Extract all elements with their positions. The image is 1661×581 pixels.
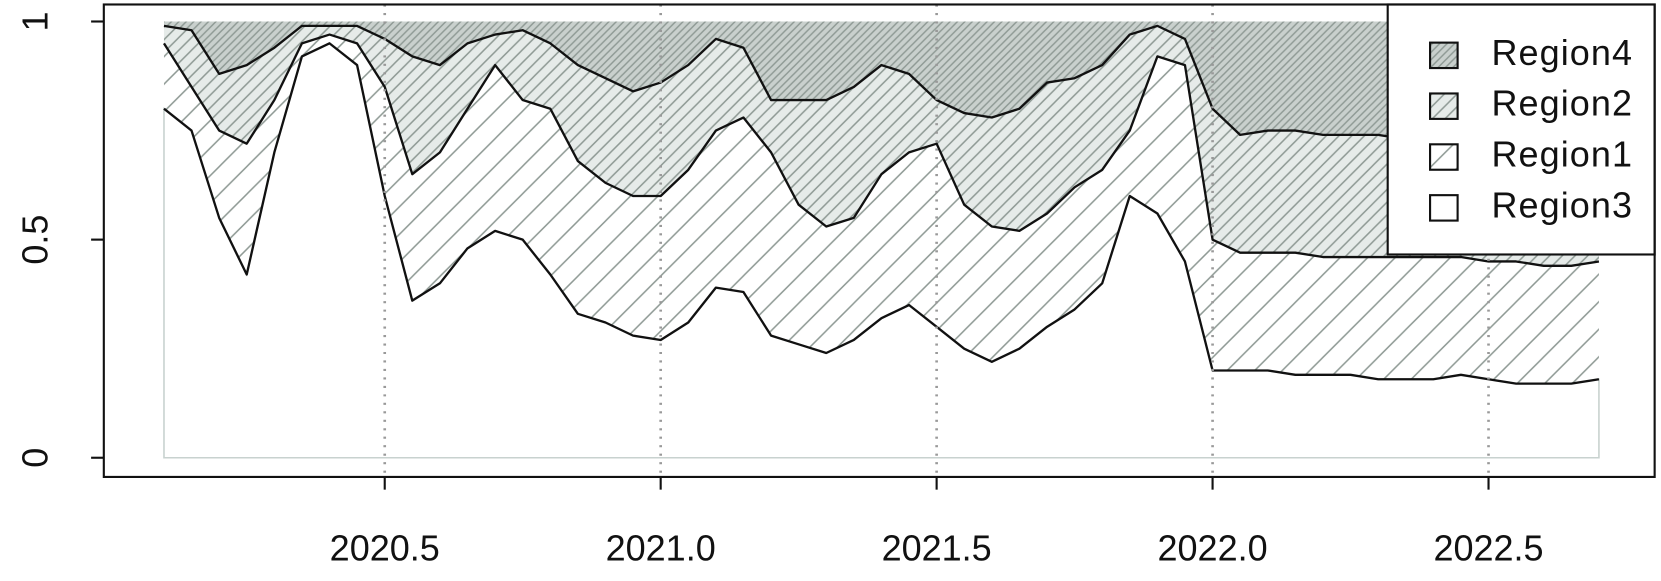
y-tick-label: 1 xyxy=(15,11,56,31)
legend-swatch xyxy=(1429,92,1459,120)
legend-swatch xyxy=(1429,143,1459,171)
legend-swatch xyxy=(1429,41,1459,70)
legend-label: Region3 xyxy=(1492,184,1634,225)
area xyxy=(163,34,1599,384)
y-tick-label: 0 xyxy=(15,448,56,468)
legend-label: Region1 xyxy=(1492,134,1634,175)
area xyxy=(163,25,1599,266)
legend-label: Region2 xyxy=(1492,83,1634,124)
x-tick-label: 2022.5 xyxy=(1433,528,1543,569)
legend-swatch xyxy=(1429,194,1459,222)
x-tick-label: 2021.5 xyxy=(882,528,992,569)
plot-frame xyxy=(102,3,1656,478)
y-tick-label: 0.5 xyxy=(15,215,56,265)
boundary-line xyxy=(163,24,1599,141)
legend-label: Region4 xyxy=(1492,32,1634,73)
boundary-line xyxy=(163,42,1600,385)
area xyxy=(163,21,1599,140)
x-tick-label: 2021.0 xyxy=(606,528,716,569)
x-tick-label: 2022.0 xyxy=(1158,528,1268,569)
boundary-line xyxy=(162,33,1600,267)
x-tick-label: 2020.5 xyxy=(330,528,440,569)
